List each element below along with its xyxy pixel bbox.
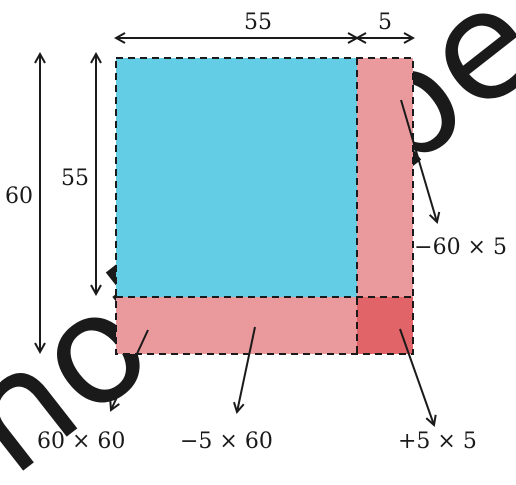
right-strip-label: −60 × 5 xyxy=(414,235,507,260)
corner-square-region xyxy=(357,297,413,354)
dashed-outlines xyxy=(115,57,414,355)
right-strip-pointer-arrow xyxy=(400,99,437,222)
top-5-label: 5 xyxy=(378,10,392,35)
corner-label: +5 × 5 xyxy=(398,429,477,454)
left-55-label: 55 xyxy=(61,166,89,191)
whole-square-label: 60 × 60 xyxy=(37,429,125,454)
top-55-label: 55 xyxy=(244,10,272,35)
pointer-arrows xyxy=(111,99,437,425)
corner-pointer-arrow xyxy=(399,328,434,425)
right-strip-region xyxy=(357,58,413,297)
outer-dashed-border xyxy=(115,57,414,355)
big-square-region xyxy=(116,58,357,297)
bottom-strip-label: −5 × 60 xyxy=(180,429,273,454)
bottom-strip-region xyxy=(116,297,357,354)
left-60-label: 60 xyxy=(5,184,33,209)
dimension-arrows xyxy=(40,38,413,352)
bottom-strip-pointer-arrow xyxy=(237,326,256,412)
whole-square-pointer-arrow xyxy=(111,329,149,410)
